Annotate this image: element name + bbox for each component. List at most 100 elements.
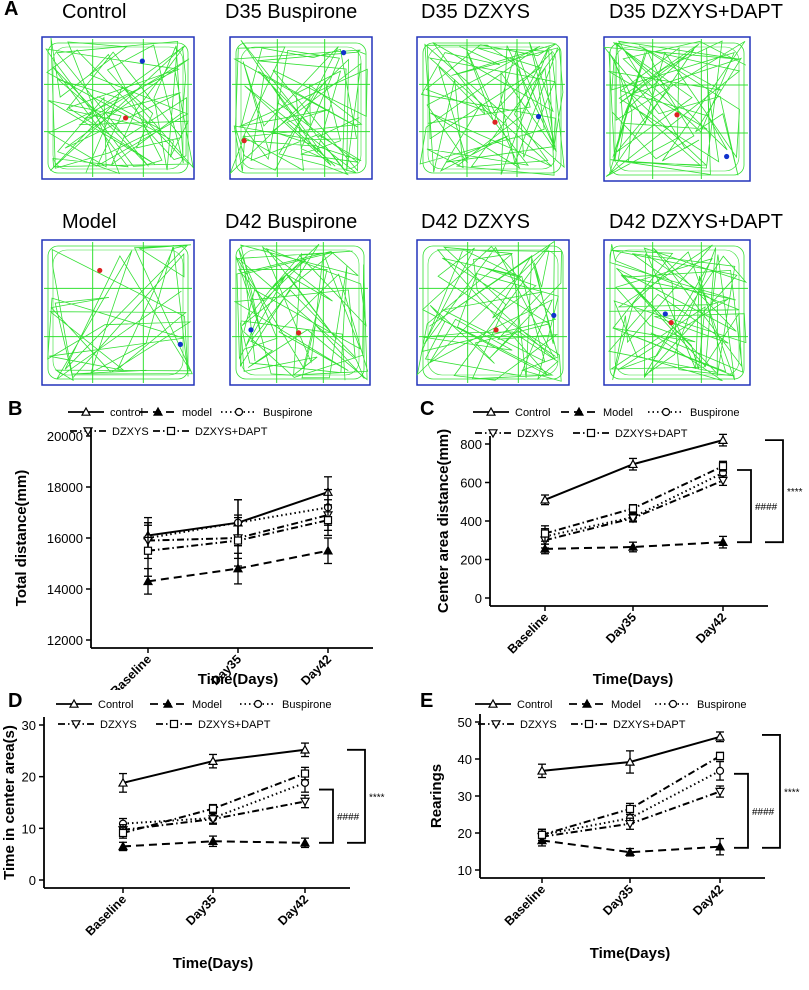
legend-label: DZXYS+DAPT	[195, 426, 268, 438]
legend-marker	[584, 719, 594, 729]
y-tick-label: 16000	[47, 531, 83, 546]
y-tick-label: 600	[460, 476, 482, 491]
mouse-track	[45, 37, 194, 175]
arena	[416, 239, 570, 386]
mouse-track	[609, 42, 745, 176]
data-point	[233, 536, 243, 545]
significance-label: ****	[784, 787, 800, 798]
arena	[603, 36, 751, 182]
legend-marker	[80, 406, 92, 416]
legend-label: DZXYS+DAPT	[613, 719, 686, 731]
x-tick-label: Day35	[183, 892, 219, 928]
data-point	[207, 755, 219, 765]
x-tick-label: Day42	[275, 892, 311, 928]
mouse-track	[52, 46, 184, 170]
legend-label: DZXYS+DAPT	[198, 719, 271, 731]
legend-label: Control	[517, 699, 552, 711]
arena	[41, 36, 195, 180]
mouse-track	[427, 46, 557, 170]
legend-label: Buspirone	[282, 699, 332, 711]
series-model	[539, 535, 729, 555]
mouse-track	[422, 42, 562, 174]
mouse-track	[240, 46, 362, 170]
x-tick-label: Day35	[603, 610, 639, 646]
x-tick-label: Baseline	[83, 892, 129, 938]
legend: control model Buspirone DZXYS DZXYS+DAPT	[68, 406, 313, 438]
legend-marker	[490, 720, 502, 730]
legend-item: Control	[473, 406, 550, 419]
y-tick-label: 0	[475, 591, 482, 606]
series-line	[544, 541, 724, 550]
legend-item: Model	[561, 406, 633, 419]
y-tick-label: 20	[458, 826, 472, 841]
significance-label: ####	[755, 502, 778, 513]
series-line	[544, 465, 724, 535]
data-point	[718, 462, 728, 471]
arena-title: Control	[62, 1, 127, 23]
significance-label: ####	[337, 812, 360, 823]
start-point-dot	[123, 115, 129, 121]
legend: Control Model Buspirone DZXYS DZXYS+DAPT	[475, 698, 747, 731]
y-axis-label: Rearings	[428, 764, 445, 828]
mouse-track	[240, 249, 360, 376]
y-tick-label: 20	[22, 770, 36, 785]
significance-label: ####	[752, 807, 775, 818]
x-axis-label: Time(Days)	[198, 671, 279, 688]
chart-center-area-distance: Control Model Buspirone DZXYS DZXYS+DAPT 0 200…	[435, 406, 803, 688]
legend-marker	[169, 719, 179, 729]
series-dzxys-dapt	[118, 766, 310, 839]
series-dzxys-dapt	[143, 504, 333, 577]
legend-item: Buspirone	[655, 699, 747, 711]
legend-marker	[668, 699, 678, 709]
legend-label: Buspirone	[697, 699, 747, 711]
start-point-dot	[674, 112, 680, 118]
series-line	[147, 549, 329, 583]
mouse-track	[427, 249, 559, 376]
legend-item: DZXYS+DAPT	[156, 719, 271, 731]
y-tick-label: 10	[458, 863, 472, 878]
mouse-track	[233, 243, 369, 381]
legend-item: DZXYS+DAPT	[571, 719, 686, 731]
legend-label: DZXYS+DAPT	[615, 428, 688, 440]
mouse-track	[52, 249, 184, 376]
arena-title: D35 DZXYS+DAPT	[609, 1, 783, 23]
mouse-track	[47, 42, 189, 174]
data-point	[628, 504, 638, 513]
legend-marker	[70, 720, 82, 730]
data-point	[714, 731, 726, 741]
data-point	[540, 529, 550, 538]
data-point	[232, 563, 244, 573]
mouse-track	[608, 244, 748, 382]
legend-item: DZXYS	[58, 719, 137, 731]
y-tick-label: 18000	[47, 480, 83, 495]
mouse-track	[47, 244, 193, 382]
x-axis-label: Time(Days)	[173, 955, 254, 972]
y-tick-label: 30	[22, 718, 36, 733]
mouse-track	[609, 245, 745, 380]
y-tick-label: 800	[460, 437, 482, 452]
start-point-dot	[668, 320, 674, 326]
end-point-dot	[139, 58, 145, 64]
data-point	[299, 837, 311, 847]
end-point-dot	[341, 50, 347, 56]
data-point	[624, 819, 636, 829]
y-tick-label: 12000	[47, 633, 83, 648]
data-point	[715, 766, 725, 775]
start-point-dot	[493, 327, 499, 333]
data-point	[118, 828, 128, 838]
bracket-line	[347, 748, 366, 844]
data-point	[717, 536, 729, 546]
data-point	[322, 545, 334, 555]
chart-rearings: Control Model Buspirone DZXYS DZXYS+DAPT 10 20…	[428, 698, 800, 962]
arena	[603, 239, 751, 386]
arena-title: D42 DZXYS	[421, 211, 530, 233]
series-line	[541, 839, 721, 854]
legend-label: Buspirone	[690, 407, 740, 419]
data-point	[323, 516, 333, 525]
significance-label: ****	[787, 487, 803, 498]
data-point	[539, 494, 551, 504]
legend-label: DZXYS	[520, 719, 557, 731]
data-point	[117, 841, 129, 851]
start-point-dot	[492, 119, 498, 125]
legend-marker	[234, 407, 244, 417]
